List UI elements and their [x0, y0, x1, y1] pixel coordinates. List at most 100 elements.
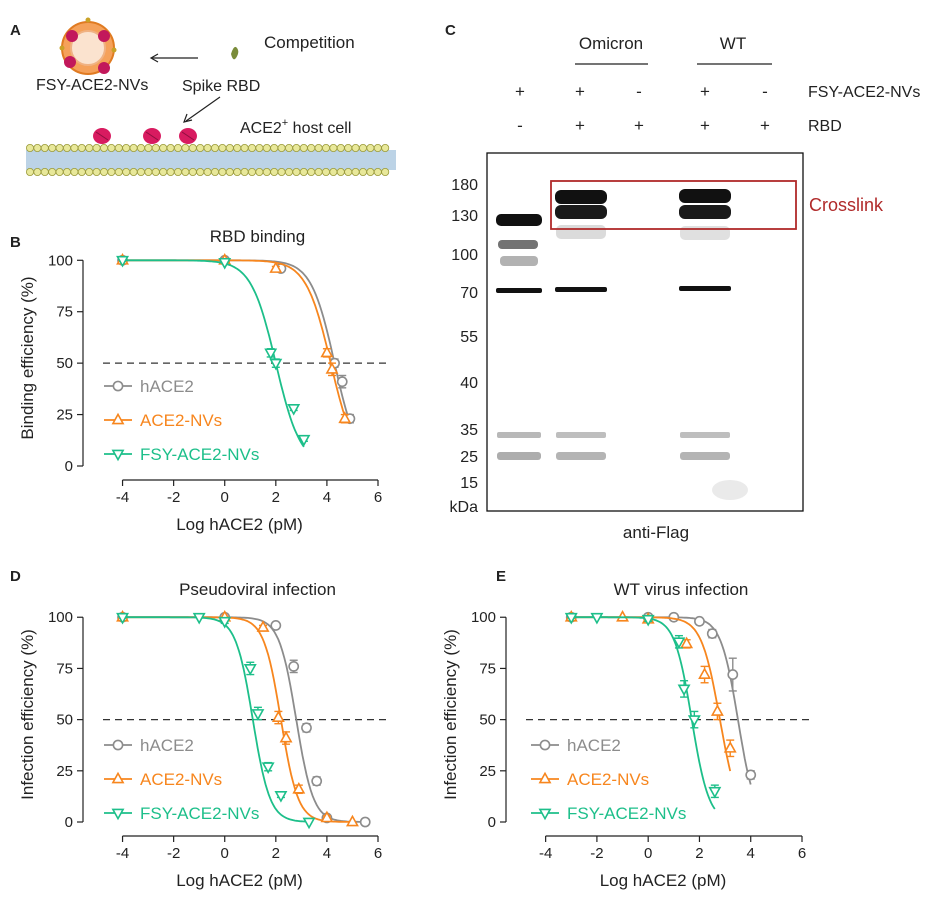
data-point	[297, 434, 311, 447]
data-point	[745, 769, 757, 781]
y-tick-label: 0	[488, 814, 496, 831]
data-point	[680, 636, 694, 649]
x-tick-label: 4	[747, 845, 755, 862]
legend-label: ACE2-NVs	[140, 411, 222, 430]
panel-label-e: E	[496, 568, 507, 585]
data-point	[698, 667, 712, 679]
legend: hACE2 ACE2-NVs FSY-ACE2-NVs	[104, 377, 259, 464]
blot-marker-label: 100	[451, 247, 478, 264]
x-tick-label: 0	[221, 489, 229, 506]
panel-label-c: C	[445, 22, 456, 39]
data-point	[668, 611, 680, 623]
y-tick-label: 100	[471, 609, 496, 626]
x-tick-label: 4	[323, 845, 331, 862]
data-point	[251, 709, 265, 721]
blot-membrane	[486, 152, 804, 512]
data-point	[345, 814, 359, 827]
legend-marker	[111, 808, 125, 821]
x-tick-label: 6	[374, 489, 382, 506]
y-tick-label: 75	[56, 660, 73, 677]
blot-condition-table: + + - + - FSY-ACE2-NVs - + + + + RBD	[515, 82, 920, 135]
data-point	[677, 684, 691, 697]
data-point	[116, 255, 130, 268]
data-point	[269, 261, 283, 273]
panel-label-a: A	[10, 22, 21, 39]
data-point	[672, 637, 686, 650]
blot-marker-label: 55	[460, 329, 478, 346]
data-point	[320, 810, 334, 823]
blot-marker-label: 15	[460, 475, 478, 492]
legend-marker	[111, 412, 125, 425]
legend: hACE2 ACE2-NVs FSY-ACE2-NVs	[104, 736, 259, 823]
data-point	[325, 362, 339, 374]
fit-curve	[571, 616, 752, 785]
data-point	[710, 704, 724, 716]
spike-rbd-icon	[231, 46, 239, 60]
blot-marker-label: 70	[460, 285, 478, 302]
blot-marker-label: 40	[460, 375, 478, 392]
x-tick-label: -2	[167, 845, 180, 862]
blot-unit-label: kDa	[450, 499, 479, 516]
blot-group-omicron: Omicron	[579, 34, 643, 53]
data-point	[264, 348, 278, 361]
rbd-label: Spike RBD	[182, 78, 260, 95]
data-point	[338, 411, 352, 424]
blot-sign: +	[700, 116, 710, 135]
data-point	[192, 612, 206, 625]
data-point	[218, 257, 232, 270]
competition-schematic: Competition FSY-ACE2-NVs Spike RBD ACE2+…	[25, 17, 396, 176]
data-point	[218, 616, 232, 629]
y-tick-label: 0	[65, 814, 73, 831]
legend-label: hACE2	[140, 377, 194, 396]
ace2-receptor	[93, 128, 197, 144]
series-FSY-ACE2-NVs	[116, 612, 316, 830]
x-tick-label: 2	[272, 845, 280, 862]
x-tick-label: 2	[272, 489, 280, 506]
x-axis-label: Log hACE2 (pM)	[600, 871, 727, 890]
legend-label: ACE2-NVs	[567, 770, 649, 789]
data-point	[708, 786, 722, 799]
data-point	[243, 664, 257, 676]
data-point	[706, 628, 718, 640]
data-point	[311, 775, 323, 787]
series-ACE2-NVs	[116, 253, 352, 424]
legend-label: FSY-ACE2-NVs	[140, 445, 259, 464]
legend-marker	[538, 808, 552, 821]
data-point	[302, 817, 316, 830]
data-point	[727, 669, 739, 680]
series-ACE2-NVs	[116, 609, 359, 827]
x-axis-label: Log hACE2 (pM)	[176, 871, 303, 890]
blot-sign: +	[700, 82, 710, 101]
blot-sign: -	[517, 116, 523, 135]
x-tick-label: 6	[798, 845, 806, 862]
x-tick-label: -2	[590, 845, 603, 862]
nanovesicle-label: FSY-ACE2-NVs	[36, 77, 148, 94]
y-tick-label: 75	[479, 660, 496, 677]
fit-curve	[122, 616, 366, 823]
fit-curve	[122, 259, 351, 423]
panel-label-d: D	[10, 568, 21, 585]
blot-marker-label: 130	[451, 208, 478, 225]
legend-marker	[539, 739, 551, 751]
blot-sign: +	[515, 82, 525, 101]
blot-sign: -	[636, 82, 642, 101]
x-tick-label: 4	[323, 489, 331, 506]
data-point	[320, 345, 334, 358]
y-tick-label: 100	[48, 609, 73, 626]
data-point	[564, 612, 578, 625]
legend-marker	[111, 449, 125, 462]
y-axis-label: Infection efficiency (%)	[441, 629, 460, 800]
legend-marker	[111, 771, 125, 784]
y-axis-label: Binding efficiency (%)	[18, 276, 37, 439]
blot-marker-label: 180	[451, 177, 478, 194]
data-point	[687, 715, 701, 727]
data-point	[271, 710, 285, 722]
y-tick-label: 25	[479, 763, 496, 780]
legend-label: hACE2	[567, 736, 621, 755]
y-tick-label: 50	[479, 712, 496, 729]
data-point	[359, 816, 371, 828]
blot-sign: +	[634, 116, 644, 135]
chart-E: WT virus infection -4 -2 0 2 4 6 0 25 50 75 100 Log …	[441, 580, 810, 890]
membrane-core	[26, 150, 396, 170]
nanovesicle-icon	[59, 17, 117, 75]
